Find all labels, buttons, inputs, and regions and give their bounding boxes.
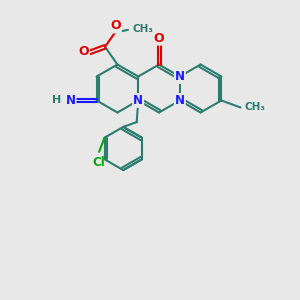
Text: N: N (65, 94, 76, 107)
Text: CH₃: CH₃ (132, 24, 153, 34)
Text: O: O (110, 20, 121, 32)
Text: N: N (175, 70, 185, 83)
Text: O: O (154, 32, 164, 45)
Text: O: O (78, 45, 89, 58)
Text: Cl: Cl (93, 156, 106, 169)
Text: H: H (52, 95, 62, 105)
Text: N: N (133, 94, 143, 107)
Text: N: N (175, 94, 185, 107)
Text: CH₃: CH₃ (244, 103, 265, 112)
